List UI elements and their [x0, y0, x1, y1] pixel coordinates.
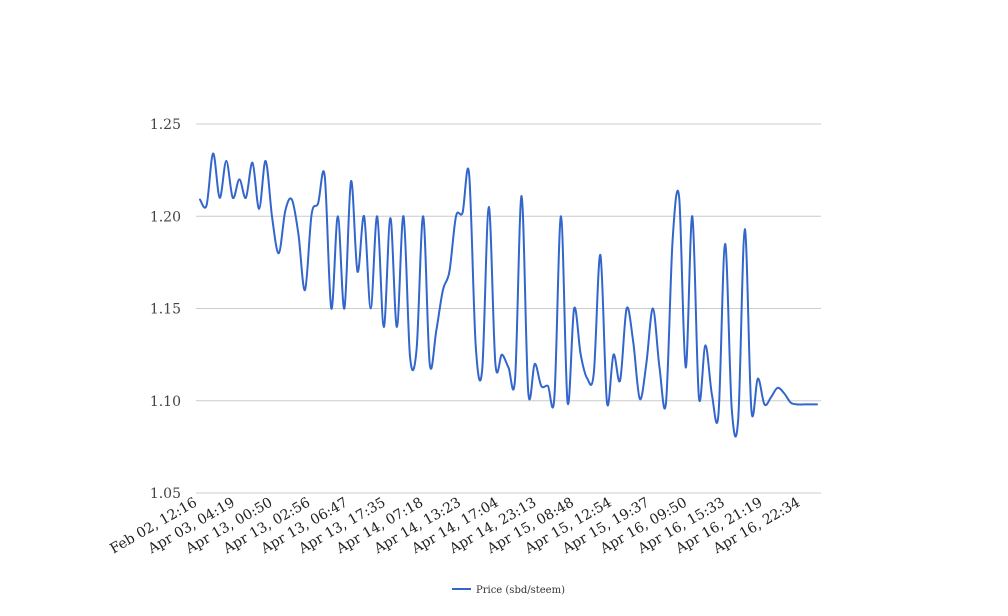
- series-group: [199, 152, 818, 438]
- y-tick-label: 1.15: [150, 302, 181, 318]
- y-tick-label: 1.10: [150, 394, 181, 410]
- gridlines: [196, 123, 821, 494]
- y-tick-label: 1.25: [150, 117, 181, 133]
- legend[interactable]: Price (sbd/steem): [452, 585, 565, 596]
- series-line-price[interactable]: [199, 152, 818, 438]
- y-tick-label: 1.05: [150, 486, 181, 502]
- y-tick-label: 1.20: [150, 209, 181, 225]
- y-axis-ticks: 1.05 1.10 1.15 1.20 1.25: [150, 117, 181, 502]
- legend-label: Price (sbd/steem): [476, 585, 565, 596]
